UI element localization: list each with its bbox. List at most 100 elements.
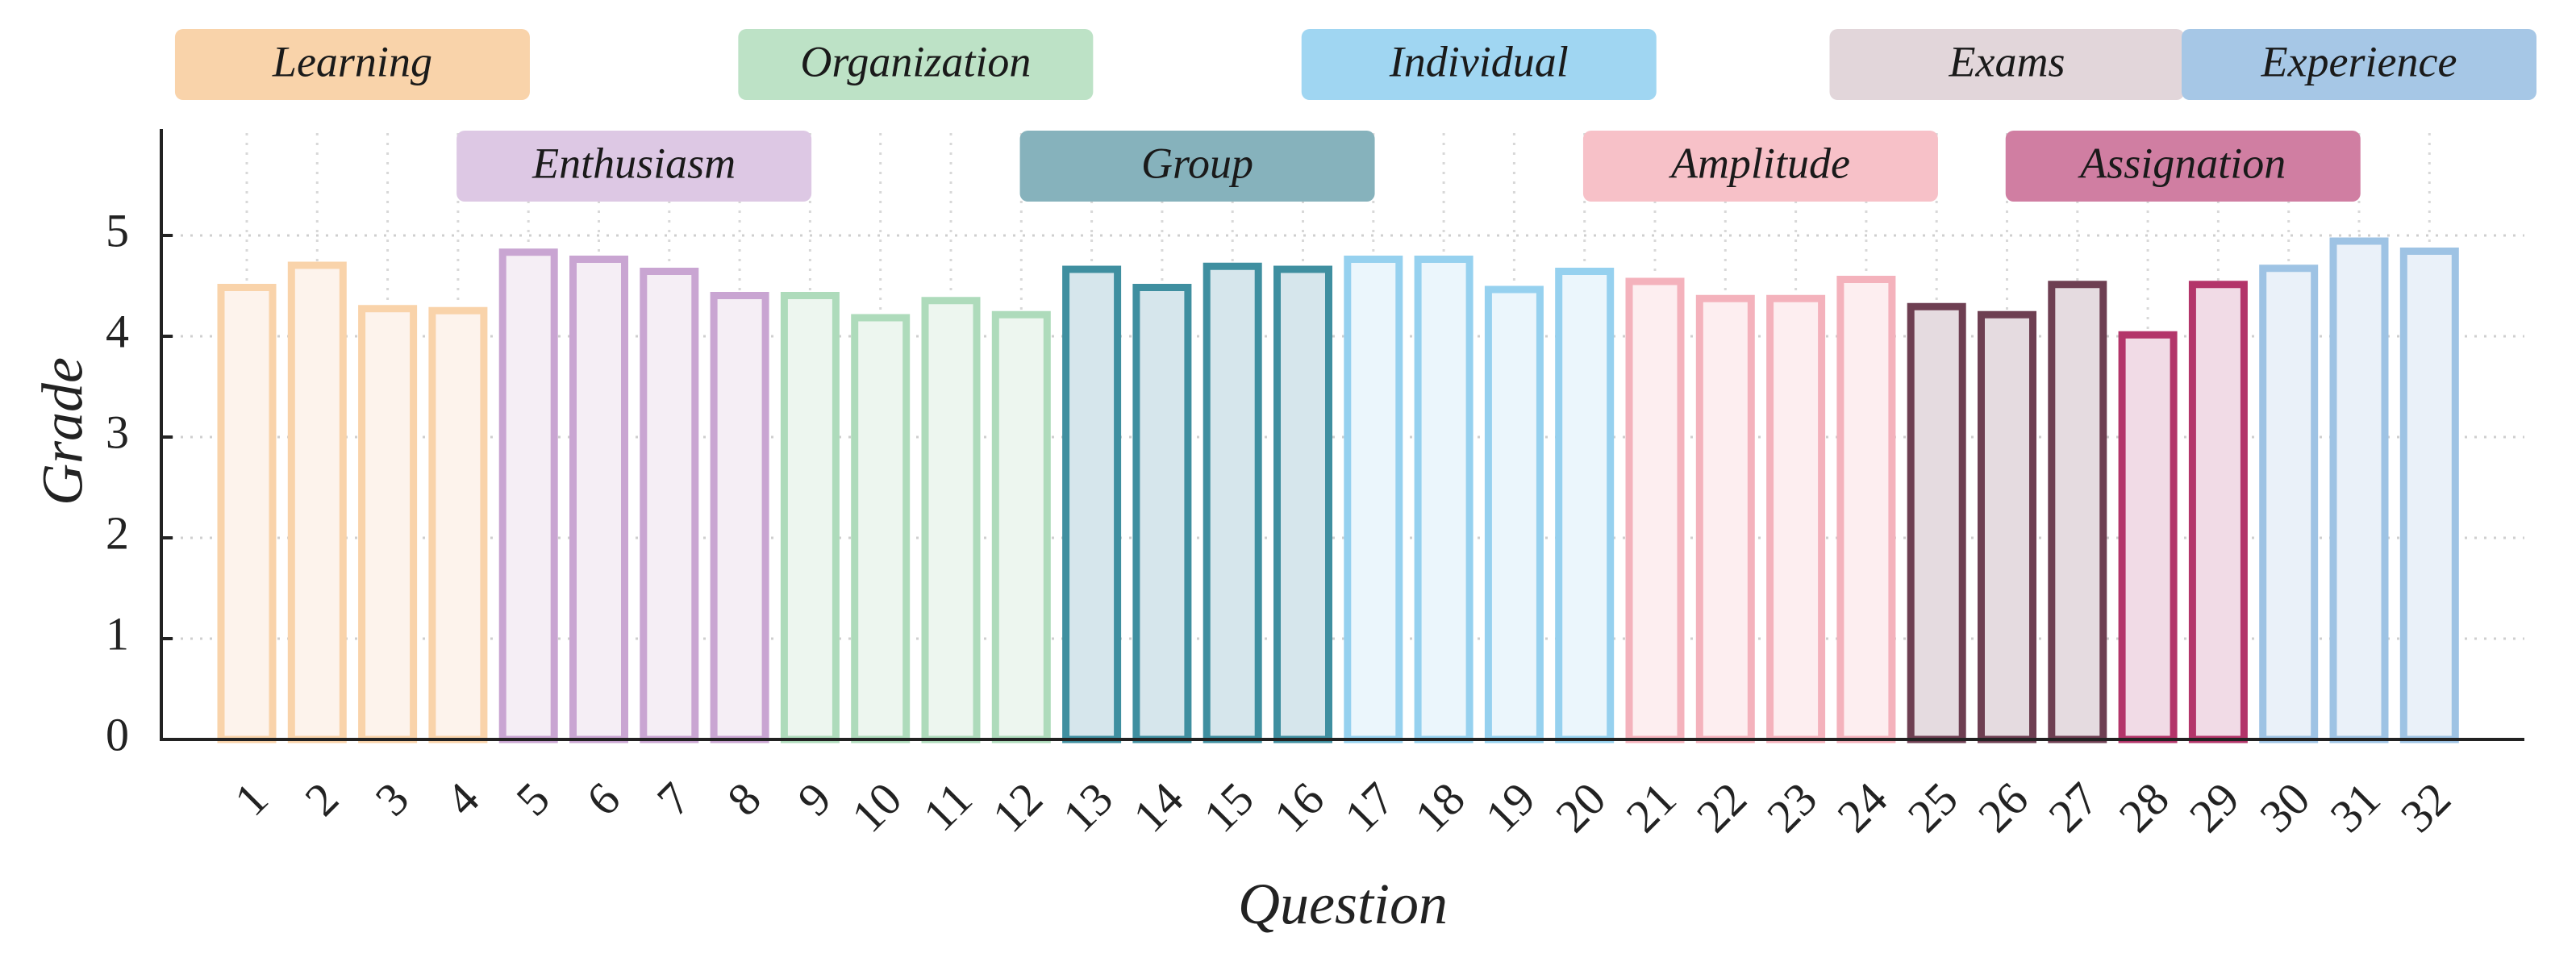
x-tick-label: 2 [294, 773, 348, 826]
group-label-text: Exams [1949, 37, 2065, 85]
bar [569, 256, 628, 743]
bar [991, 310, 1051, 743]
bars [217, 237, 2459, 743]
group-label: Assignation [2005, 131, 2361, 202]
x-tick-label: 18 [1405, 773, 1475, 843]
bar [1203, 262, 1262, 743]
y-tick-label: 4 [106, 305, 129, 357]
x-axis-title: Question [1238, 872, 1448, 936]
bar [1273, 265, 1332, 743]
x-tick-label: 32 [2391, 773, 2461, 843]
bar [287, 261, 347, 743]
x-tick-label: 8 [717, 773, 770, 826]
bar [1344, 256, 1403, 743]
x-tick-label: 21 [1616, 773, 1686, 843]
x-tick-label: 31 [2320, 773, 2391, 843]
y-tick-label: 5 [106, 204, 129, 256]
group-label-box [456, 131, 812, 202]
y-ticks: 0 1 2 3 4 5 [106, 204, 173, 760]
group-label-text: Enthusiasm [531, 139, 736, 187]
group-label-box [1301, 29, 1657, 100]
group-label-text: Individual [1389, 37, 1569, 85]
x-tick-label: 20 [1545, 773, 1615, 843]
bar [1978, 310, 2036, 743]
y-tick-label: 0 [106, 708, 129, 760]
bar [851, 314, 911, 743]
bar [498, 248, 558, 743]
group-label: Individual [1301, 29, 1657, 100]
group-label: Enthusiasm [456, 131, 812, 202]
x-tick-label: 15 [1194, 773, 1264, 843]
x-tick-label: 12 [982, 773, 1052, 843]
group-label: Learning [174, 29, 530, 100]
bar [2399, 248, 2459, 743]
group-label-box [2005, 131, 2361, 202]
x-tick-label: 27 [2038, 773, 2108, 843]
x-tick-label: 7 [647, 773, 700, 826]
group-label-text: Assignation [2078, 139, 2286, 187]
x-tick-label: 30 [2249, 773, 2320, 843]
x-tick-label: 9 [788, 773, 841, 826]
y-axis-title: Grade [31, 357, 95, 506]
bar [710, 292, 769, 743]
bar [1132, 284, 1192, 743]
x-tick-label: 26 [1968, 773, 2038, 843]
x-tick-label: 22 [1686, 773, 1757, 843]
group-label-box [1019, 131, 1375, 202]
group-label-text: Amplitude [1669, 139, 1850, 187]
x-tick-label: 6 [577, 773, 630, 826]
bar [1836, 276, 1896, 743]
x-tick-label: 19 [1475, 773, 1545, 843]
x-tick-label: 11 [913, 773, 982, 841]
x-tick-label: 1 [224, 773, 277, 826]
x-tick-label: 28 [2109, 773, 2179, 843]
bar [1695, 294, 1755, 743]
bar [1062, 265, 1122, 743]
y-tick-label: 1 [106, 607, 129, 660]
bar [2329, 237, 2389, 743]
bar [780, 292, 840, 743]
bar [1907, 302, 1966, 743]
y-tick-label: 2 [106, 506, 129, 559]
group-label-box [1829, 29, 2185, 100]
bar [1555, 268, 1615, 743]
bar [2048, 281, 2107, 743]
group-label: Organization [738, 29, 1094, 100]
group-label: Experience [2182, 29, 2536, 100]
bar [2188, 281, 2248, 743]
x-tick-label: 4 [436, 773, 489, 826]
bar [217, 284, 277, 743]
bar [1484, 285, 1544, 743]
bar [640, 268, 699, 743]
group-label-box [1582, 131, 1938, 202]
bar [1414, 256, 1473, 743]
bar [921, 297, 981, 743]
x-tick-label: 24 [1828, 773, 1898, 843]
group-label-text: Learning [272, 37, 432, 85]
x-tick-label: 23 [1757, 773, 1827, 843]
bar [2259, 264, 2319, 743]
group-label-text: Group [1141, 139, 1253, 187]
x-tick-label: 16 [1264, 773, 1334, 843]
x-tick-label: 17 [1334, 773, 1404, 843]
x-tick-label: 29 [2179, 773, 2249, 843]
group-labels: Learning Enthusiasm Organization Group Indiv… [174, 29, 2536, 202]
x-tick-label: 25 [1898, 773, 1968, 843]
group-label-text: Organization [800, 37, 1031, 85]
x-tick-label: 13 [1052, 773, 1123, 843]
group-label: Exams [1829, 29, 2185, 100]
group-label-box [2182, 29, 2536, 100]
x-tick-label: 10 [841, 773, 911, 843]
bar [2118, 331, 2178, 743]
x-tick-label: 5 [506, 773, 559, 826]
bar [358, 305, 418, 743]
group-label: Group [1019, 131, 1375, 202]
bar [428, 306, 488, 743]
x-tick-label: 14 [1123, 773, 1194, 843]
x-ticks: 1 2 3 4 5 6 7 8 9 10 11 12 13 14 15 16 17 18 19 20 21 22 23 24 2… [224, 773, 2461, 843]
bar [1625, 277, 1685, 743]
group-label-text: Experience [2261, 37, 2457, 85]
group-label-box [174, 29, 530, 100]
group-label: Amplitude [1582, 131, 1938, 202]
